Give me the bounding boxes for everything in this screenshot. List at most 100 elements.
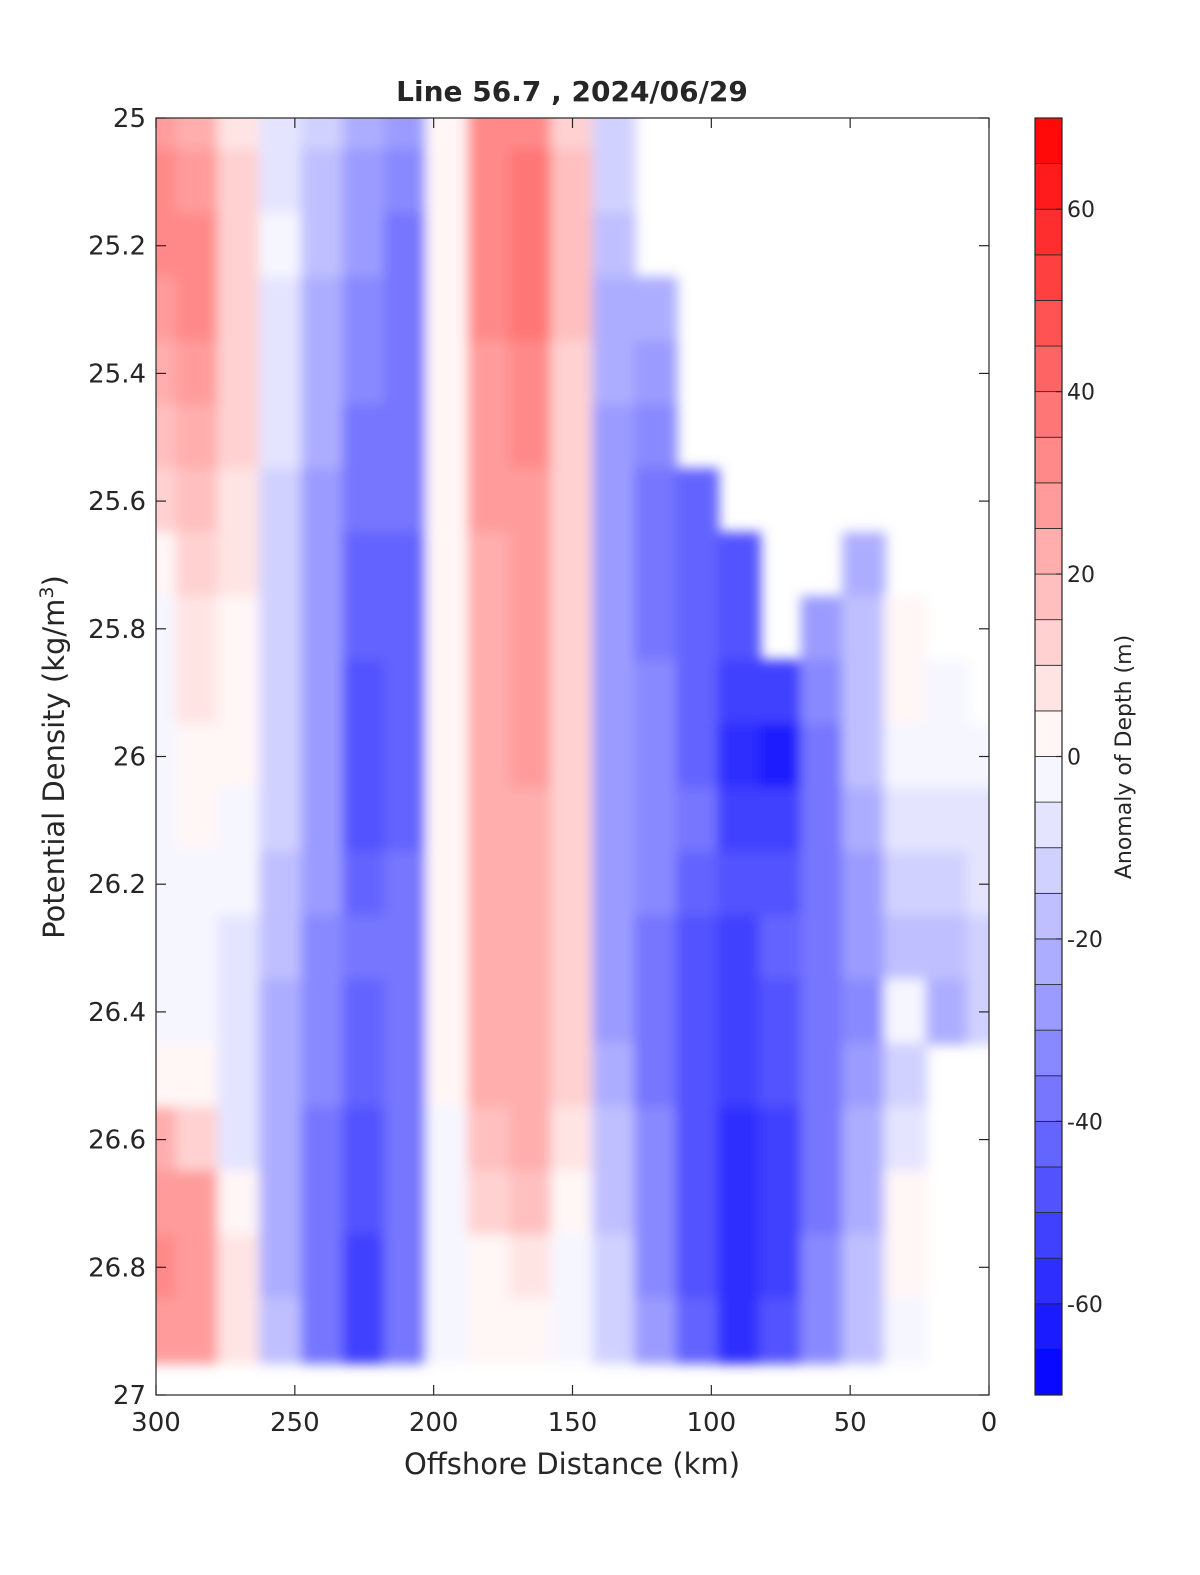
heatmap-cell <box>425 1042 470 1109</box>
heatmap-cell <box>259 1234 303 1301</box>
heatmap-cell <box>384 1170 428 1237</box>
heatmap-cell <box>175 212 220 279</box>
heatmap-cell <box>175 468 220 535</box>
heatmap-cell <box>925 723 970 790</box>
heatmap-cell <box>156 1106 178 1173</box>
heatmap-cell <box>925 787 970 854</box>
heatmap-cell <box>259 212 303 279</box>
y-tick-label: 25.6 <box>88 487 146 517</box>
heatmap-cell <box>342 1106 387 1173</box>
heatmap-cell <box>467 851 512 918</box>
heatmap-cell <box>883 915 928 981</box>
heatmap-cell <box>259 340 303 407</box>
heatmap-cell <box>633 1106 678 1173</box>
colorbar-level <box>1034 1075 1063 1122</box>
heatmap-cell <box>883 1042 928 1109</box>
heatmap-cell <box>842 659 886 726</box>
colorbar-level <box>1034 528 1063 575</box>
x-tick-label: 150 <box>548 1408 598 1438</box>
y-tick-label: 25.4 <box>88 359 146 389</box>
heatmap-cell <box>259 1170 303 1237</box>
heatmap-cell <box>384 978 428 1045</box>
heatmap-cell <box>550 659 595 726</box>
heatmap-cell <box>883 851 928 918</box>
heatmap-cell <box>217 659 262 726</box>
heatmap-cell <box>925 659 970 726</box>
heatmap-cell <box>550 340 595 407</box>
y-tick-label: 26.6 <box>88 1126 146 1156</box>
heatmap-cell <box>550 1170 595 1237</box>
heatmap-cell <box>509 340 553 407</box>
heatmap-cell <box>509 212 553 279</box>
heatmap-cell <box>592 404 636 471</box>
colorbar-tick-label: -60 <box>1067 1293 1103 1318</box>
heatmap-cell <box>509 1234 553 1301</box>
heatmap-cell <box>175 915 220 981</box>
heatmap-cell <box>300 1170 345 1237</box>
heatmap-cell <box>758 851 803 918</box>
heatmap-cell <box>175 659 220 726</box>
heatmap-cell <box>259 148 303 215</box>
heatmap-cell <box>592 851 636 918</box>
heatmap-cell <box>384 1298 428 1365</box>
heatmap-cell <box>842 1170 886 1237</box>
colorbar-level <box>1034 300 1063 347</box>
heatmap-cell <box>175 595 220 662</box>
heatmap-cell <box>967 787 989 854</box>
y-tick-label: 27 <box>113 1381 146 1411</box>
heatmap-cell <box>342 148 387 215</box>
heatmap-cell <box>675 851 720 918</box>
heatmap-cell <box>425 915 470 981</box>
x-tick-label: 250 <box>270 1408 320 1438</box>
heatmap-cell <box>883 1234 928 1301</box>
heatmap-cell <box>675 915 720 981</box>
heatmap-cell <box>633 851 678 918</box>
heatmap-cell <box>156 404 178 471</box>
heatmap-cell <box>342 404 387 471</box>
heatmap-cell <box>384 659 428 726</box>
heatmap-cell <box>156 595 178 662</box>
heatmap-cell <box>550 787 595 854</box>
heatmap-cell <box>384 1042 428 1109</box>
heatmap-cell <box>592 148 636 215</box>
heatmap-cell <box>842 595 886 662</box>
heatmap-cell <box>509 148 553 215</box>
heatmap-cell <box>675 1234 720 1301</box>
heatmap-cell <box>758 978 803 1045</box>
heatmap-cell <box>300 118 345 151</box>
heatmap-cell <box>342 595 387 662</box>
colorbar-tick-label: 60 <box>1067 198 1095 223</box>
colorbar-level <box>1034 1212 1063 1259</box>
heatmap-cell <box>384 212 428 279</box>
heatmap-cell <box>633 787 678 854</box>
heatmap-cell <box>425 340 470 407</box>
heatmap-cell <box>156 212 178 279</box>
heatmap-cell <box>425 659 470 726</box>
heatmap-cell <box>384 595 428 662</box>
heatmap-cell <box>300 851 345 918</box>
heatmap-cell <box>259 1106 303 1173</box>
heatmap-cell <box>425 1298 470 1365</box>
heatmap-cell <box>717 1234 761 1301</box>
x-tick-label: 100 <box>687 1408 737 1438</box>
heatmap-cell <box>175 276 220 343</box>
heatmap-cell <box>425 276 470 343</box>
heatmap-cell <box>217 404 262 471</box>
heatmap-cell <box>717 1042 761 1109</box>
heatmap-cell <box>842 978 886 1045</box>
heatmap-cell <box>883 1298 928 1365</box>
heatmap-cell <box>384 723 428 790</box>
heatmap-cell <box>758 1298 803 1365</box>
heatmap-cell <box>384 468 428 535</box>
heatmap-cell <box>967 851 989 918</box>
heatmap-cell <box>758 659 803 726</box>
heatmap-cell <box>842 1042 886 1109</box>
x-axis-ticks: 300 250 200 150 100 50 0 <box>131 118 997 1438</box>
heatmap-cell <box>800 659 845 726</box>
heatmap-cell <box>300 468 345 535</box>
heatmap-cell <box>800 978 845 1045</box>
heatmap-cell <box>467 723 512 790</box>
chart-title: Line 56.7 , 2024/06/29 <box>396 75 748 108</box>
heatmap-cell <box>758 723 803 790</box>
